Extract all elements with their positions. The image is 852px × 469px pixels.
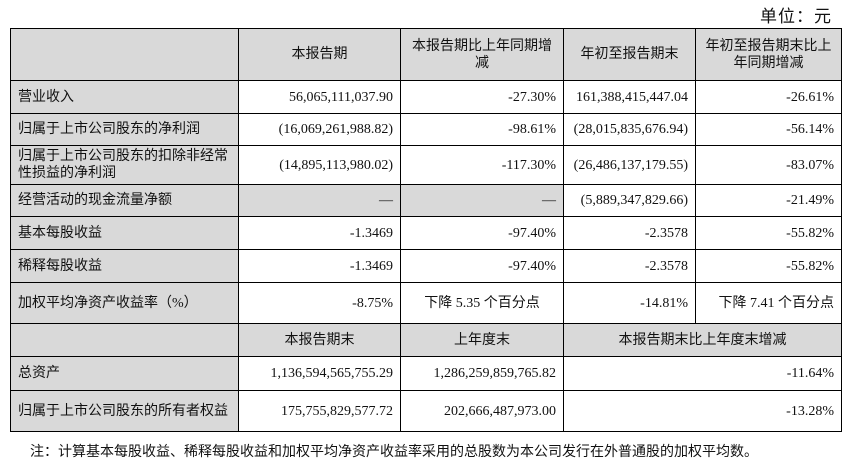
- cell-value: -83.07%: [695, 145, 842, 185]
- header-ytd-yoy-change: 年初至报告期末比上年同期增减: [695, 28, 842, 81]
- row-label: 稀释每股收益: [10, 249, 239, 283]
- cell-value: (5,889,347,829.66): [563, 184, 696, 217]
- cell-value: -97.40%: [400, 216, 564, 250]
- row-label: 基本每股收益: [10, 216, 239, 250]
- cell-value: —: [238, 184, 401, 217]
- cell-value: -97.40%: [400, 249, 564, 283]
- header-current-period: 本报告期: [238, 28, 401, 81]
- cell-value: (26,486,137,179.55): [563, 145, 696, 185]
- table-row: 归属于上市公司股东的扣除非经常性损益的净利润 (14,895,113,980.0…: [10, 145, 842, 185]
- header-period-end: 本报告期末: [238, 323, 401, 357]
- cell-value: -117.30%: [400, 145, 564, 185]
- unit-label: 单位：元: [760, 7, 832, 26]
- cell-value: 1,286,259,859,765.82: [400, 356, 564, 391]
- cell-value: -26.61%: [695, 80, 842, 114]
- table-row: 经营活动的现金流量净额 — — (5,889,347,829.66) -21.4…: [10, 184, 842, 217]
- cell-value: -8.75%: [238, 282, 401, 324]
- cell-value: -1.3469: [238, 249, 401, 283]
- footnote: 注：计算基本每股收益、稀释每股收益和加权平均净资产收益率采用的总股数为本公司发行…: [30, 445, 758, 460]
- row-label: 归属于上市公司股东的扣除非经常性损益的净利润: [10, 145, 239, 185]
- cell-value: 1,136,594,565,755.29: [238, 356, 401, 391]
- table-header-row: 本报告期 本报告期比上年同期增减 年初至报告期末 年初至报告期末比上年同期增减: [10, 28, 842, 81]
- table-row: 营业收入 56,065,111,037.90 -27.30% 161,388,4…: [10, 80, 842, 114]
- cell-value: 202,666,487,973.00: [400, 390, 564, 432]
- cell-value: 下降 5.35 个百分点: [400, 282, 564, 324]
- table-header-row-2: 本报告期末 上年度末 本报告期末比上年度末增减: [10, 323, 842, 357]
- cell-value: 175,755,829,577.72: [238, 390, 401, 432]
- cell-value: (14,895,113,980.02): [238, 145, 401, 185]
- row-label: 总资产: [10, 356, 239, 391]
- cell-value: -98.61%: [400, 113, 564, 146]
- cell-value: -2.3578: [563, 249, 696, 283]
- row-label: 归属于上市公司股东的净利润: [10, 113, 239, 146]
- cell-value: -55.82%: [695, 216, 842, 250]
- cell-value: 56,065,111,037.90: [238, 80, 401, 114]
- cell-value: (28,015,835,676.94): [563, 113, 696, 146]
- header-corner-cell: [10, 28, 239, 81]
- cell-value: -55.82%: [695, 249, 842, 283]
- cell-value: -13.28%: [563, 390, 842, 432]
- header-period-end-vs-prior-year-end: 本报告期末比上年度末增减: [563, 323, 842, 357]
- row-label: 营业收入: [10, 80, 239, 114]
- cell-value: -56.14%: [695, 113, 842, 146]
- row-label: 归属于上市公司股东的所有者权益: [10, 390, 239, 432]
- table-row: 稀释每股收益 -1.3469 -97.40% -2.3578 -55.82%: [10, 249, 842, 283]
- cell-value: (16,069,261,988.82): [238, 113, 401, 146]
- cell-value: -11.64%: [563, 356, 842, 391]
- header-corner-cell: [10, 323, 239, 357]
- cell-value: -1.3469: [238, 216, 401, 250]
- table-row: 归属于上市公司股东的净利润 (16,069,261,988.82) -98.61…: [10, 113, 842, 146]
- table-row: 加权平均净资产收益率（%） -8.75% 下降 5.35 个百分点 -14.81…: [10, 282, 842, 324]
- cell-value: -14.81%: [563, 282, 696, 324]
- cell-value: -27.30%: [400, 80, 564, 114]
- cell-value: 下降 7.41 个百分点: [695, 282, 842, 324]
- table-row: 基本每股收益 -1.3469 -97.40% -2.3578 -55.82%: [10, 216, 842, 250]
- cell-value: -2.3578: [563, 216, 696, 250]
- header-ytd: 年初至报告期末: [563, 28, 696, 81]
- header-prior-year-end: 上年度末: [400, 323, 564, 357]
- cell-value: —: [400, 184, 564, 217]
- key-financials-table: 本报告期 本报告期比上年同期增减 年初至报告期末 年初至报告期末比上年同期增减 …: [10, 28, 842, 432]
- table-row: 归属于上市公司股东的所有者权益 175,755,829,577.72 202,6…: [10, 390, 842, 432]
- row-label: 经营活动的现金流量净额: [10, 184, 239, 217]
- cell-value: -21.49%: [695, 184, 842, 217]
- header-current-period-yoy-change: 本报告期比上年同期增减: [400, 28, 564, 81]
- table-row: 总资产 1,136,594,565,755.29 1,286,259,859,7…: [10, 356, 842, 391]
- cell-value: 161,388,415,447.04: [563, 80, 696, 114]
- row-label: 加权平均净资产收益率（%）: [10, 282, 239, 324]
